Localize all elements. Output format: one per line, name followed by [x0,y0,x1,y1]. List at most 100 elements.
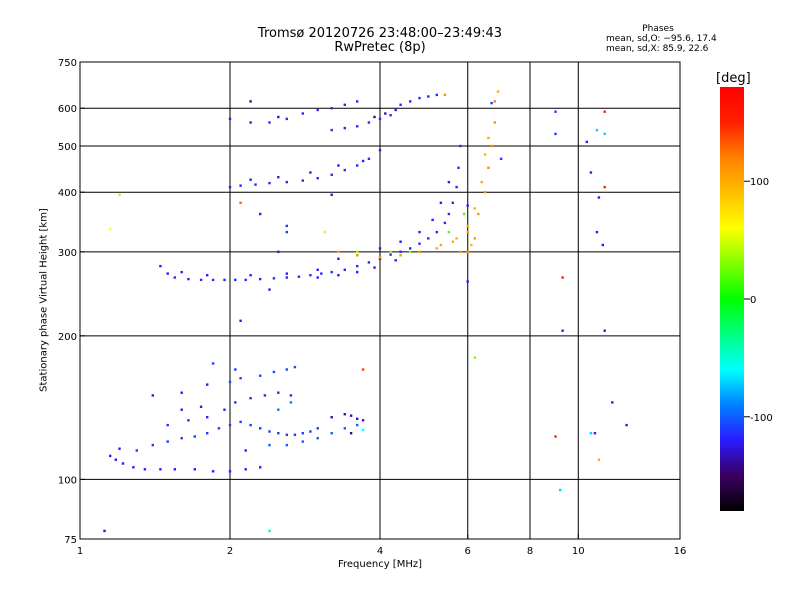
echo-point [159,264,162,268]
echo-point [389,253,392,256]
echo-point [289,401,293,404]
echo-point [496,90,500,93]
echo-point [378,257,382,260]
echo-point [447,180,451,184]
echo-point [301,112,304,115]
data-points [103,90,628,533]
echo-point [418,230,421,234]
echo-point [561,329,564,332]
colorbar-tick-label: -100 [750,413,773,424]
echo-point [211,362,215,365]
echo-point [470,243,473,247]
phase-statistics: Phases mean, sd,O: −95.6, 17.4 mean, sd,… [588,24,728,54]
echo-point [277,391,280,394]
echo-point [285,224,288,228]
echo-point [249,423,252,427]
echo-point [289,394,293,397]
colorbar-tick-label: 0 [750,295,756,306]
echo-point [228,470,232,473]
echo-point [199,405,203,408]
echo-point [259,427,262,430]
echo-point [373,266,376,269]
echo-point [268,181,271,185]
echo-point [135,449,138,452]
echo-point [356,254,359,257]
echo-point [447,230,451,234]
echo-point [611,401,614,404]
echo-point [343,268,346,271]
echo-point [323,230,326,234]
chart-title: Tromsø 20120726 23:48:00–23:49:43 [257,26,503,41]
echo-point [473,356,476,359]
echo-point [439,243,443,247]
echo-point [316,427,319,430]
echo-point [330,432,333,435]
echo-point [337,257,340,260]
echo-point [409,250,412,253]
echo-point [277,408,280,411]
echo-point [356,164,359,167]
echo-point [343,413,346,416]
echo-point [473,237,476,240]
echo-point [114,458,117,461]
echo-point [356,423,359,427]
echo-point [118,193,121,196]
echo-point [487,136,490,140]
echo-point [234,278,237,282]
echo-point [418,96,421,100]
echo-point [443,93,447,97]
echo-point [285,368,288,371]
echo-point [483,191,487,194]
echo-point [399,254,402,257]
echo-point [285,180,288,184]
echo-point [285,272,288,275]
echo-point [595,230,599,234]
echo-point [337,164,340,167]
echo-point [473,207,476,210]
echo-point [166,440,169,443]
echo-point [361,368,365,371]
echo-point [490,144,493,148]
echo-point [206,432,209,435]
echo-point [462,212,466,216]
echo-point [187,419,190,422]
echo-point [593,432,597,435]
echo-point [285,117,288,121]
echo-point [459,144,462,148]
echo-point [480,180,483,184]
colorbar-label: [deg] [716,71,751,86]
echo-point [228,423,232,427]
echo-point [228,117,232,121]
echo-point [132,466,135,469]
echo-point [595,128,599,132]
y-tick-label: 500 [58,142,77,153]
echo-point [249,178,252,181]
echo-point [554,132,557,136]
echo-point [249,397,252,400]
echo-point [166,423,169,427]
echo-point [451,201,454,204]
phase-stats-title: Phases [642,24,674,34]
echo-point [603,110,606,113]
echo-point [343,427,346,430]
echo-point [173,276,176,279]
echo-point [320,272,323,275]
echo-point [244,278,247,282]
echo-point [343,168,346,172]
echo-point [316,437,319,440]
echo-point [330,270,333,274]
echo-point [272,277,276,280]
x-axis-label: Frequency [MHz] [337,559,423,570]
echo-point [143,468,147,471]
echo-point [337,250,340,253]
echo-point [206,416,209,419]
echo-point [223,278,226,282]
echo-point [455,185,458,189]
echo-point [180,437,183,440]
echo-point [367,261,371,264]
echo-point [455,237,458,240]
x-tick-label: 16 [674,546,687,557]
echo-point [457,166,460,169]
